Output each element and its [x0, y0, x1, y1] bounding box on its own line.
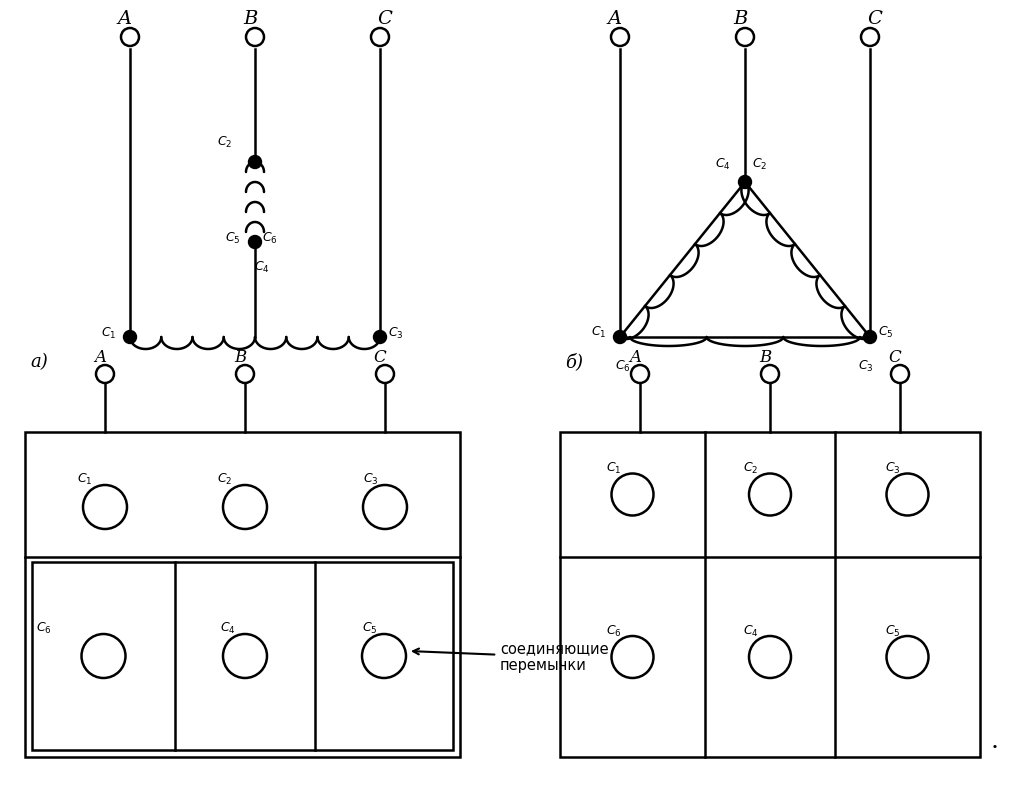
Circle shape: [249, 235, 261, 249]
Text: B: B: [759, 348, 771, 365]
Text: $C_1$: $C_1$: [591, 325, 606, 340]
Text: $C_2$: $C_2$: [217, 472, 232, 487]
Text: $C_5$: $C_5$: [225, 230, 241, 246]
Text: C: C: [378, 10, 392, 28]
Text: соединяющие
перемычки: соединяющие перемычки: [413, 641, 608, 673]
Circle shape: [124, 330, 136, 344]
Text: B: B: [243, 10, 257, 28]
Text: $C_6$: $C_6$: [605, 624, 622, 639]
Text: A: A: [118, 10, 132, 28]
Text: $C_1$: $C_1$: [100, 326, 116, 341]
Text: B: B: [733, 10, 748, 28]
Text: $C_6$: $C_6$: [36, 621, 52, 636]
Text: $C_1$: $C_1$: [77, 472, 92, 487]
Text: $C_6$: $C_6$: [615, 359, 631, 374]
Text: C: C: [889, 348, 901, 365]
Text: $C_3$: $C_3$: [886, 462, 901, 477]
Text: а): а): [30, 353, 48, 371]
Circle shape: [738, 176, 752, 188]
Circle shape: [374, 330, 386, 344]
Text: $C_6$: $C_6$: [262, 230, 278, 246]
Text: $C_5$: $C_5$: [886, 624, 901, 639]
Circle shape: [613, 330, 627, 344]
Bar: [560, 432, 980, 757]
Text: C: C: [867, 10, 883, 28]
Text: C: C: [374, 348, 386, 365]
Bar: [25, 432, 460, 757]
Text: $C_2$: $C_2$: [217, 135, 232, 150]
Text: B: B: [233, 348, 246, 365]
Text: $C_4$: $C_4$: [220, 621, 236, 636]
Text: $C_3$: $C_3$: [388, 326, 403, 341]
Circle shape: [863, 330, 877, 344]
Text: $C_3$: $C_3$: [858, 359, 873, 374]
Text: $C_3$: $C_3$: [362, 472, 379, 487]
Text: $C_4$: $C_4$: [716, 157, 731, 172]
Text: .: .: [991, 730, 999, 753]
Text: $C_4$: $C_4$: [743, 624, 759, 639]
Text: A: A: [629, 348, 641, 365]
Text: $C_1$: $C_1$: [605, 462, 621, 477]
Text: $C_2$: $C_2$: [743, 462, 759, 477]
Text: $C_5$: $C_5$: [362, 621, 378, 636]
Text: $C_2$: $C_2$: [752, 157, 767, 172]
Text: $C_5$: $C_5$: [878, 325, 894, 340]
Bar: [32, 562, 453, 750]
Text: A: A: [608, 10, 622, 28]
Text: A: A: [94, 348, 106, 365]
Text: $C_4$: $C_4$: [254, 260, 270, 275]
Circle shape: [249, 155, 261, 169]
Text: б): б): [565, 353, 583, 371]
